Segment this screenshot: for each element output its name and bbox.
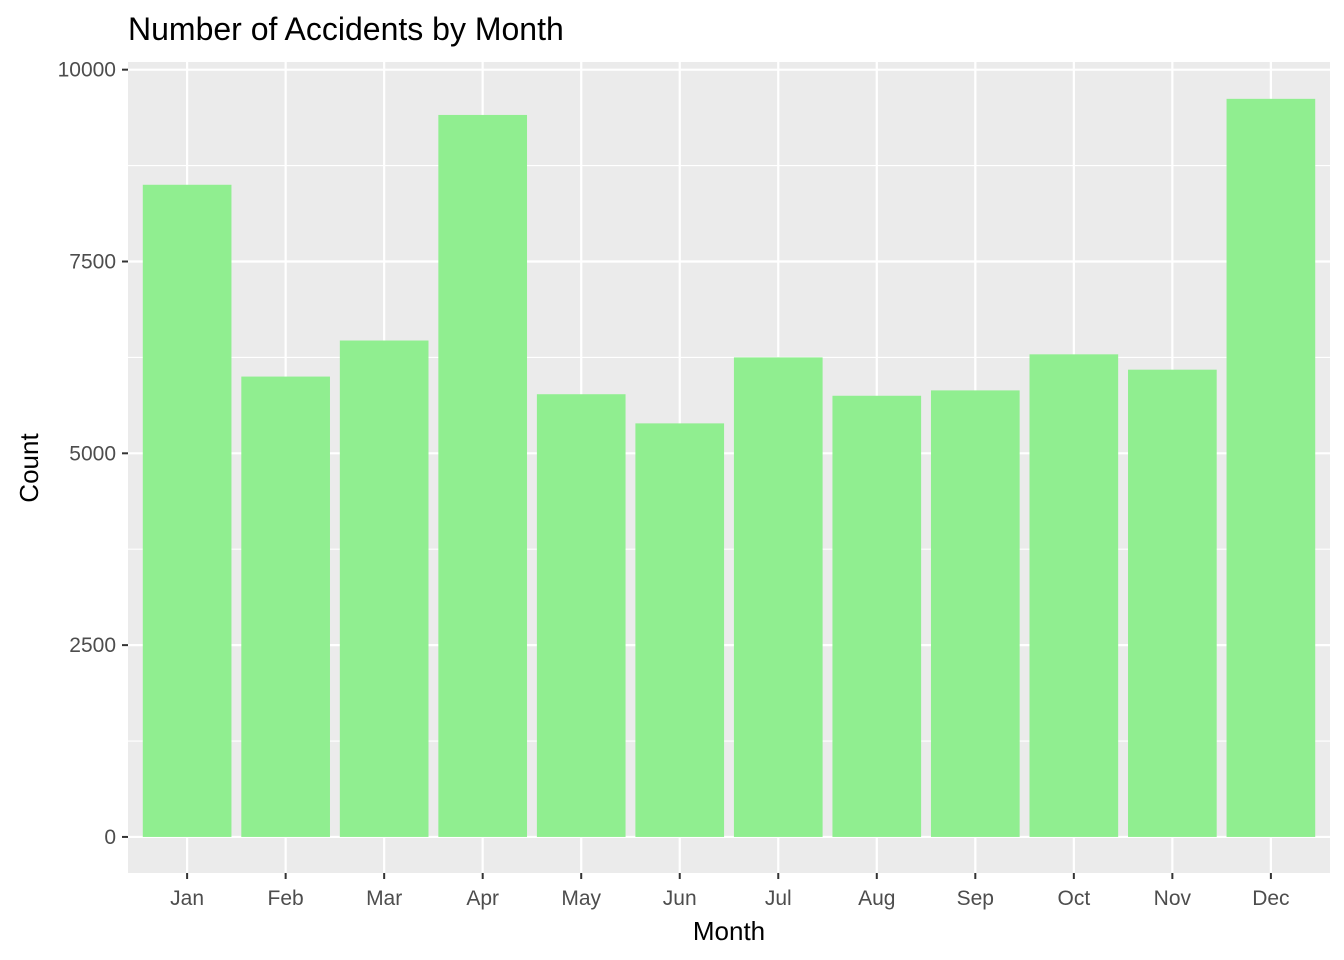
x-tick-label: Aug bbox=[858, 887, 895, 910]
bar-dec bbox=[1226, 98, 1316, 837]
chart-title: Number of Accidents by Month bbox=[128, 11, 564, 47]
bar-mar bbox=[339, 340, 429, 837]
y-axis-title: Count bbox=[14, 433, 44, 503]
bar-aug bbox=[832, 395, 922, 837]
x-tick-label: Jun bbox=[663, 887, 697, 910]
x-tick-label: Sep bbox=[957, 887, 994, 910]
y-tick-label: 5000 bbox=[69, 442, 116, 465]
y-tick-label: 0 bbox=[104, 826, 116, 849]
bar-apr bbox=[438, 114, 528, 837]
x-tick-label: Dec bbox=[1252, 887, 1289, 910]
y-axis: 0 2500 5000 7500 10000 bbox=[58, 59, 128, 849]
x-tick-label: May bbox=[561, 887, 601, 910]
y-tick-label: 7500 bbox=[69, 250, 116, 273]
x-tick-label: Mar bbox=[366, 887, 402, 910]
x-tick-label: Jan bbox=[170, 887, 204, 910]
x-tick-label: Feb bbox=[268, 887, 304, 910]
bar-nov bbox=[1128, 369, 1217, 837]
x-axis-title: Month bbox=[693, 916, 765, 946]
bar-jun bbox=[635, 423, 725, 837]
x-axis: Jan Feb Mar Apr May Jun Jul Aug Sep Oct Nov Dec bbox=[170, 873, 1290, 910]
bar-feb bbox=[241, 376, 330, 837]
bar-jan bbox=[142, 184, 232, 837]
y-tick-label: 10000 bbox=[58, 59, 116, 82]
x-tick-label: Oct bbox=[1058, 887, 1091, 910]
bar-sep bbox=[930, 390, 1020, 837]
x-tick-label: Apr bbox=[466, 887, 499, 910]
bar-oct bbox=[1029, 354, 1119, 837]
bar-may bbox=[536, 394, 626, 837]
bars bbox=[142, 98, 1316, 837]
bar-jul bbox=[733, 357, 823, 837]
x-tick-label: Nov bbox=[1154, 887, 1192, 910]
x-tick-label: Jul bbox=[765, 887, 792, 910]
y-tick-label: 2500 bbox=[69, 634, 116, 657]
